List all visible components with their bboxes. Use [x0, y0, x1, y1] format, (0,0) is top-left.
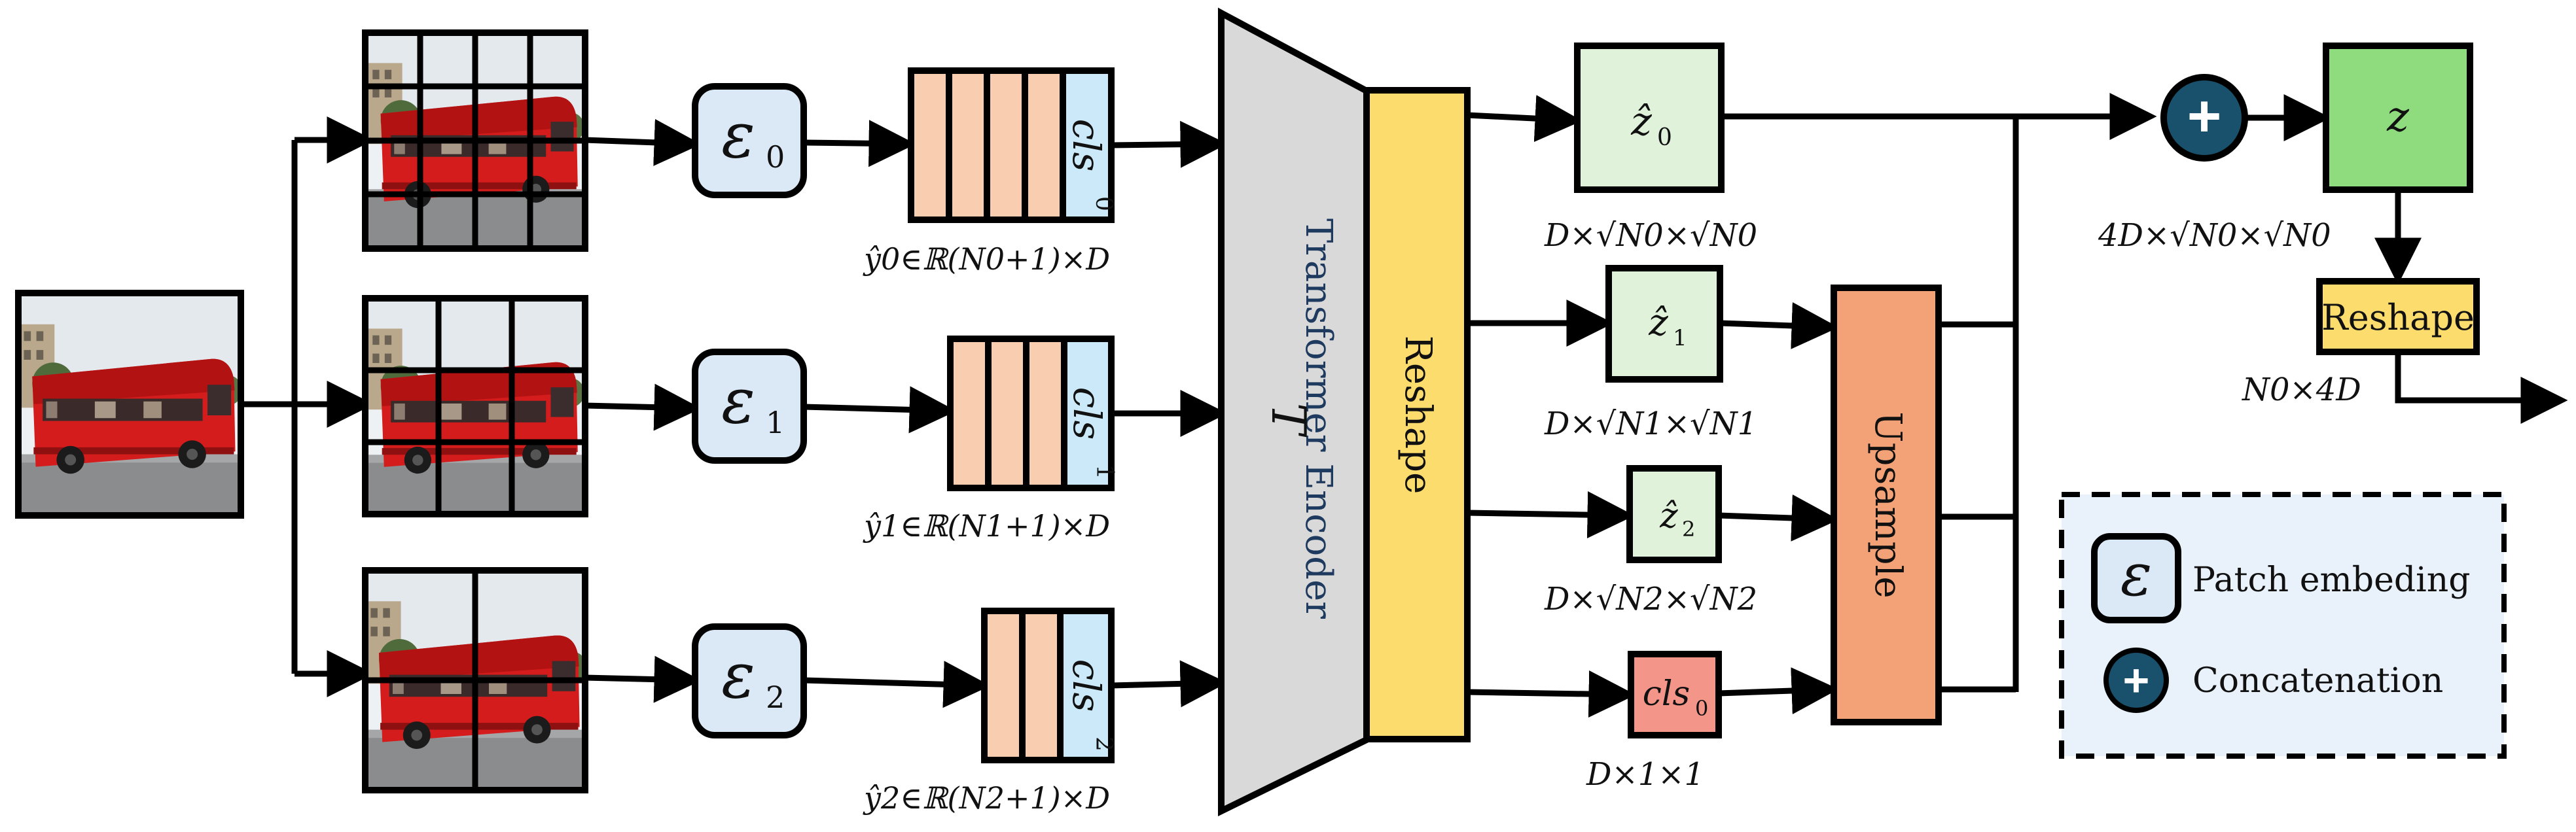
latent-1-sub: 1 [1673, 325, 1687, 351]
latent-1-name: ẑ [1648, 302, 1668, 344]
patch-grid-2x2 [362, 567, 588, 793]
embed-sub-1: 1 [766, 405, 785, 440]
latent-1-dims: D×√N1×√N1 [1544, 406, 1757, 442]
seq-label-0: ŷ0∈ℝ(N0+1)×D [863, 241, 1110, 277]
token-seq-1: cls 1 [947, 336, 1118, 491]
input-split-arrows [241, 116, 374, 697]
latent-0-sub: 0 [1657, 124, 1672, 151]
latent-0-dims: D×√N0×√N0 [1544, 217, 1757, 254]
token-seq-0: cls 0 [908, 67, 1117, 223]
cls-output-dims: D×1×1 [1586, 756, 1704, 793]
cls-output-name: cls [1643, 674, 1690, 714]
patch-embed-0: ε 0 [692, 83, 807, 198]
input-image [15, 290, 244, 519]
upsample-block: Upsample [1831, 285, 1942, 725]
seq-label-1: ŷ1∈ℝ(N1+1)×D [863, 508, 1110, 544]
patch-grid-4x4 [362, 29, 588, 252]
reshape-bar: Reshape [1363, 87, 1471, 742]
encoder-symbol: T [1261, 403, 1316, 438]
patch-embed-2: ε 2 [692, 623, 807, 738]
legend-embed-label: Patch embeding [2192, 561, 2471, 600]
legend-concat-label: Concatenation [2192, 661, 2443, 701]
reshape-out-arrow [2395, 352, 2568, 424]
cls-token-sub-1: 1 [1091, 464, 1118, 479]
latent-0-name: ẑ [1630, 99, 1652, 145]
latent-2-dims: D×√N2×√N2 [1544, 581, 1757, 617]
token-seq-2: cls 2 [981, 608, 1117, 763]
cls-token-2: cls [1064, 659, 1109, 712]
upsample-merge-lines [1721, 93, 2157, 693]
seq-label-2: ŷ2∈ℝ(N2+1)×D [863, 780, 1110, 816]
latent-to-upsample-arrows [1718, 302, 1839, 715]
seq-to-encoder-arrows [1111, 120, 1228, 708]
latent-2-name: ẑ [1659, 496, 1678, 536]
z-dims: 4D×√N0×√N0 [2098, 217, 2331, 254]
concat-symbol: + [2187, 84, 2222, 149]
z-block: z [2323, 43, 2473, 193]
upsample-label: Upsample [1867, 411, 1909, 598]
transformer-encoder: Transformer Encoder T [1218, 7, 1371, 817]
patch-embed-1: ε 1 [692, 349, 807, 464]
cls-token-1: cls [1065, 387, 1109, 440]
cls-token-sub-2: 2 [1090, 737, 1117, 752]
latent-1: ẑ 1 [1605, 265, 1723, 383]
cls-token-sub-0: 0 [1090, 196, 1117, 211]
reshape-out-label: Reshape [2321, 297, 2475, 338]
embed-symbol-0: ε [721, 99, 755, 172]
embed-symbol-1: ε [721, 364, 755, 438]
reshape-out-dims: N0×4D [2242, 372, 2361, 408]
latent-2-sub: 2 [1682, 517, 1695, 542]
cls-token-0: cls [1064, 119, 1109, 172]
embed-to-seq-arrows [803, 120, 991, 708]
z-name: z [2386, 93, 2410, 141]
embed-symbol-2: ε [721, 639, 755, 712]
reshape-to-latent-arrows [1467, 95, 1636, 718]
legend-concat-icon [2103, 648, 2169, 713]
cls-output-sub: 0 [1695, 696, 1708, 721]
cls-output: cls 0 [1628, 651, 1722, 738]
reshape-bar-label: Reshape [1397, 336, 1439, 494]
latent-0: ẑ 0 [1574, 43, 1725, 193]
concat-node: + [2160, 74, 2248, 162]
grid-to-embed-arrows [584, 118, 702, 703]
patch-grid-3x3 [362, 295, 588, 517]
reshape-out: Reshape [2316, 278, 2480, 355]
latent-2: ẑ 2 [1626, 465, 1722, 563]
embed-sub-2: 2 [766, 680, 785, 715]
legend-concat-symbol: + [2123, 655, 2150, 706]
legend-embed-symbol: ε [2120, 541, 2152, 610]
legend: ε Patch embeding + Concatenation [2059, 492, 2507, 759]
embed-sub-0: 0 [766, 139, 785, 175]
encoder-title: Transformer Encoder [1297, 218, 1340, 619]
legend-embed-icon [2091, 533, 2181, 623]
